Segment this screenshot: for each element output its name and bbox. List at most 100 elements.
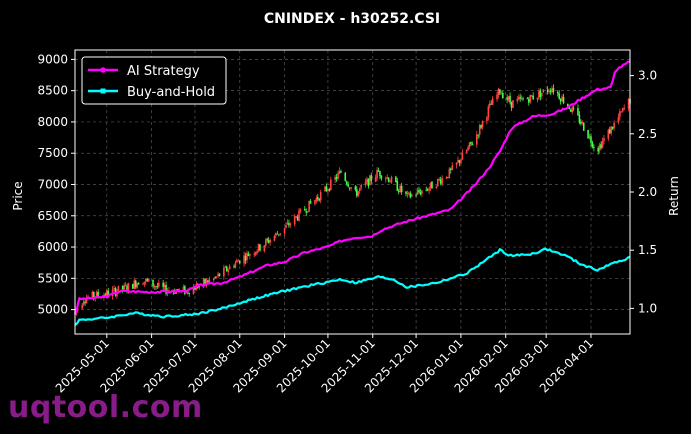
- candle-body: [438, 179, 441, 181]
- candle-body: [77, 308, 79, 311]
- candle-body: [374, 177, 377, 182]
- candle-body: [369, 175, 371, 186]
- candle-body: [541, 92, 543, 97]
- candle-body: [124, 285, 127, 287]
- candle-body: [256, 251, 258, 253]
- candle-body: [435, 186, 438, 189]
- series-lines: [73, 60, 631, 326]
- candle-body: [215, 276, 218, 278]
- candle-body: [477, 134, 480, 136]
- candle-body: [556, 92, 559, 94]
- buyhold-line: [74, 247, 631, 326]
- candle-body: [249, 254, 251, 256]
- candle-body: [512, 100, 514, 109]
- candle-body: [212, 278, 215, 281]
- candle-body: [461, 152, 464, 160]
- candle-body: [507, 96, 510, 100]
- candle-body: [409, 193, 412, 198]
- legend-marker-buyhold: [100, 88, 106, 94]
- strategy-line: [73, 60, 631, 315]
- candle-body: [399, 185, 401, 193]
- candle-body: [95, 292, 98, 298]
- candle-body: [502, 92, 504, 99]
- candle-body: [107, 290, 110, 296]
- y-left-tick-label: 5000: [37, 303, 68, 317]
- candle-body: [548, 91, 550, 93]
- candle-body: [376, 170, 378, 179]
- candle-body: [460, 159, 462, 164]
- candle-body: [309, 201, 312, 204]
- candle-body: [445, 177, 448, 179]
- candle-body: [319, 192, 322, 201]
- candle-body: [202, 279, 205, 285]
- candle-body: [314, 200, 316, 204]
- candle-body: [429, 182, 432, 189]
- candle-body: [439, 179, 442, 184]
- candle-body: [259, 244, 261, 251]
- candle-body: [247, 253, 250, 256]
- candle-body: [123, 285, 125, 290]
- candle-body: [263, 245, 266, 252]
- candle-body: [522, 98, 524, 100]
- candle-body: [296, 216, 299, 221]
- candle-body: [236, 260, 238, 263]
- candle-body: [234, 262, 237, 268]
- candle-body: [315, 197, 318, 202]
- candle-body: [218, 273, 221, 277]
- candle-body: [448, 168, 451, 178]
- candle-body: [396, 181, 399, 191]
- candle-body: [264, 239, 267, 246]
- y-right-tick-label: 2.5: [638, 127, 657, 141]
- y-axis-left-label: Price: [11, 181, 25, 210]
- legend-label-strategy: AI Strategy: [127, 64, 200, 79]
- candle-body: [82, 301, 85, 305]
- legend-marker-strategy: [100, 67, 106, 73]
- candle-body: [487, 106, 490, 118]
- candle-body: [588, 135, 591, 138]
- candle-body: [536, 97, 539, 100]
- candle-body: [305, 211, 308, 213]
- candle-body: [308, 200, 310, 212]
- candle-body: [360, 184, 362, 188]
- candle-body: [163, 284, 166, 287]
- candle-body: [293, 216, 296, 225]
- candle-body: [516, 98, 519, 101]
- candle-body: [192, 287, 195, 295]
- candle-body: [400, 185, 403, 193]
- candle-body: [387, 177, 390, 182]
- chart-title: CNINDEX - h30252.CSI: [264, 11, 440, 27]
- candle-body: [480, 125, 482, 128]
- candle-body: [214, 277, 216, 279]
- candle-body: [318, 198, 321, 201]
- y-left-tick-label: 7000: [37, 177, 68, 191]
- candle-body: [158, 282, 160, 287]
- candle-body: [286, 222, 289, 225]
- candle-body: [613, 122, 615, 128]
- candle-body: [520, 97, 523, 100]
- candle-body: [198, 285, 201, 288]
- candle-body: [298, 210, 300, 221]
- candle-body: [327, 189, 329, 192]
- candle-body: [366, 179, 368, 183]
- candle-body: [465, 150, 468, 153]
- candle-body: [299, 209, 302, 211]
- y-left-tick-label: 8500: [37, 84, 68, 98]
- candle-body: [288, 223, 290, 226]
- candle-body: [304, 209, 306, 211]
- y-left-tick-label: 9000: [37, 52, 68, 66]
- candle-body: [530, 95, 533, 97]
- candle-body: [529, 94, 532, 102]
- legend-label-buyhold: Buy-and-Hold: [127, 85, 215, 100]
- candle-body: [451, 165, 454, 170]
- candle-body: [279, 233, 282, 235]
- candle-body: [538, 91, 540, 98]
- candle-body: [500, 93, 503, 95]
- candle-body: [397, 190, 400, 192]
- candle-body: [217, 273, 219, 276]
- candle-body: [627, 99, 630, 109]
- candle-body: [408, 192, 410, 194]
- candle-body: [491, 98, 494, 105]
- candle-body: [410, 194, 413, 197]
- candle-body: [364, 181, 367, 185]
- candle-body: [227, 269, 230, 272]
